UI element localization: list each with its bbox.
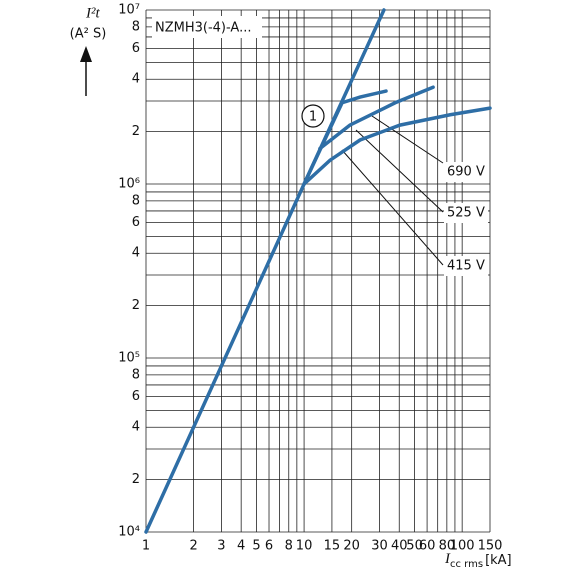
leader (355, 129, 444, 213)
x-tick-label: 2 (189, 539, 197, 554)
x-tick-label: 60 (419, 539, 436, 554)
y-unit: (A² S) (70, 27, 107, 42)
y-tick-label: 4 (132, 420, 140, 435)
y-tick-label: 8 (132, 367, 140, 382)
label-bg (444, 203, 488, 223)
annotation: NZMH3(-4)-A... (155, 21, 251, 36)
y-tick-label: 2 (132, 124, 140, 139)
x-tick-label: 40 (391, 539, 408, 554)
x-tick-label: 1 (142, 539, 150, 554)
series-line (318, 85, 435, 151)
label-bg (444, 256, 488, 276)
x-tick-label: 4 (237, 539, 245, 554)
x-tick-label: 10 (296, 539, 313, 554)
y-tick-label: 10⁷ (118, 3, 140, 18)
series-line (144, 8, 386, 534)
x-tick-label: 80 (439, 539, 456, 554)
x-tick-label: 3 (217, 539, 225, 554)
y-tick-label: 6 (132, 215, 140, 230)
arrow-head (80, 46, 92, 62)
y-tick-label: 2 (132, 472, 140, 487)
legend-label: 415 V (447, 259, 485, 274)
grid (145, 9, 491, 533)
y-tick-label: 8 (132, 193, 140, 208)
y-tick-label: 10⁵ (118, 351, 140, 366)
legend-label: 525 V (447, 206, 485, 221)
x-tick-label: 20 (343, 539, 360, 554)
y-tick-label: 2 (132, 298, 140, 313)
marker-label: 1 (309, 110, 317, 125)
x-label-symbol: I (444, 551, 451, 567)
y-tick-label: 10⁴ (118, 525, 140, 540)
y-tick-label: 6 (132, 389, 140, 404)
y-label: I²t (85, 5, 100, 21)
y-tick-label: 4 (132, 72, 140, 87)
x-tick-label: 6 (265, 539, 273, 554)
x-tick-label: 150 (478, 539, 503, 554)
y-tick-label: 4 (132, 246, 140, 261)
x-tick-label: 30 (371, 539, 388, 554)
leader (341, 149, 444, 266)
x-label-unit: [kA] (485, 553, 512, 568)
y-tick-label: 10⁶ (118, 177, 140, 192)
legend-label: 690 V (447, 165, 485, 180)
x-tick-label: 8 (285, 539, 293, 554)
series-line (302, 106, 492, 186)
label-bg (444, 162, 488, 182)
series-line (302, 89, 388, 186)
y-tick-label: 6 (132, 41, 140, 56)
x-tick-label: 5 (252, 539, 260, 554)
x-tick-label: 100 (450, 539, 475, 554)
x-tick-label: 15 (324, 539, 341, 554)
marker-circle (301, 104, 325, 128)
y-tick-label: 8 (132, 19, 140, 34)
x-label: Icc rms [kA] (444, 551, 512, 570)
x-label-sub: cc rms (450, 559, 483, 570)
annotation-bg (152, 16, 262, 38)
x-tick-label: 50 (406, 539, 423, 554)
leader (371, 115, 444, 164)
